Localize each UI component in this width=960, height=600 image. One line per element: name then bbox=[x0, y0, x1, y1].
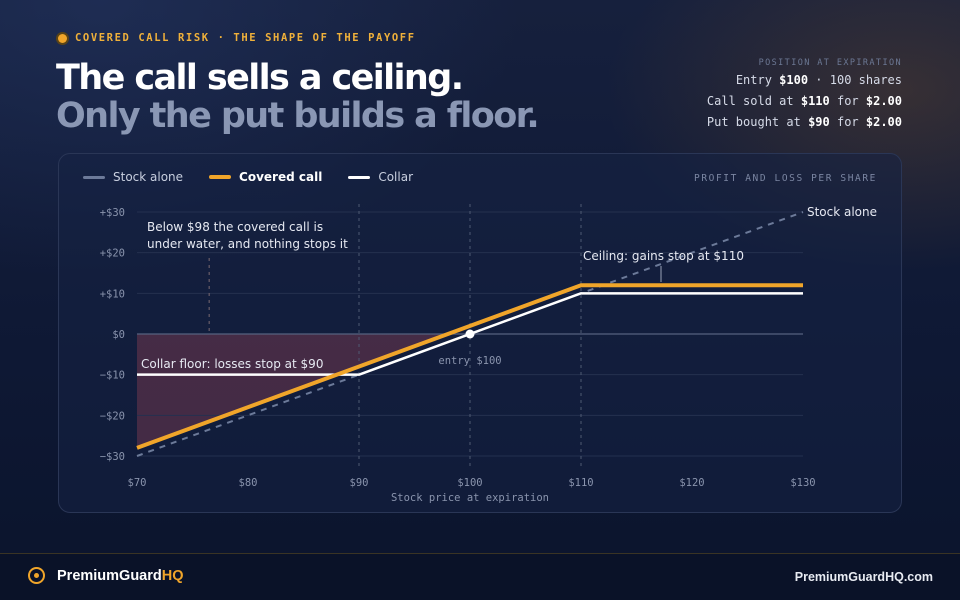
site-link[interactable]: PremiumGuardHQ.com bbox=[794, 570, 933, 584]
annotation-floor: Collar floor: losses stop at $90 bbox=[141, 357, 323, 371]
entry-marker bbox=[465, 329, 475, 339]
y-tick-label: −$30 bbox=[100, 451, 125, 463]
x-tick-label: $120 bbox=[679, 477, 704, 489]
y-tick-label: +$20 bbox=[100, 248, 125, 260]
call-prefix: Call sold at bbox=[706, 94, 801, 108]
x-tick-label: $100 bbox=[457, 477, 482, 489]
series-line-stock-alone bbox=[136, 211, 804, 457]
call-premium: $2.00 bbox=[865, 94, 902, 108]
kicker-text: COVERED CALL RISK · THE SHAPE OF THE PAY… bbox=[75, 32, 416, 44]
kicker-dot-icon bbox=[58, 33, 67, 43]
call-strike: $110 bbox=[800, 94, 830, 108]
position-put: Put bought at $90 for $2.00 bbox=[707, 115, 902, 129]
brand[interactable]: PremiumGuardHQ bbox=[28, 567, 184, 584]
annotation-stock-alone: Stock alone bbox=[807, 205, 877, 219]
legend-label-covered-call: Covered call bbox=[239, 170, 323, 184]
y-tick-label: $0 bbox=[112, 329, 125, 341]
chart-legend: Stock alone Covered call Collar bbox=[83, 170, 413, 184]
legend-label-stock: Stock alone bbox=[113, 170, 184, 184]
x-tick-label: $80 bbox=[239, 477, 258, 489]
x-tick-label: $110 bbox=[568, 477, 593, 489]
y-tick-label: +$10 bbox=[100, 288, 125, 300]
brand-name-main: PremiumGuard bbox=[57, 567, 162, 584]
call-mid: for bbox=[829, 94, 866, 108]
put-prefix: Put bought at bbox=[706, 115, 809, 129]
put-strike: $90 bbox=[808, 115, 830, 129]
legend-swatch-stock bbox=[83, 175, 105, 179]
x-axis-label: Stock price at expiration bbox=[391, 492, 549, 504]
legend-item-covered-call: Covered call bbox=[209, 170, 322, 184]
position-entry: Entry $100 · 100 shares bbox=[736, 73, 902, 87]
brand-logo-icon bbox=[28, 567, 45, 584]
put-mid: for bbox=[829, 115, 866, 129]
annotation-underwater-line1: Below $98 the covered call is bbox=[147, 220, 323, 234]
y-tick-label: −$20 bbox=[100, 410, 125, 422]
legend-item-collar: Collar bbox=[348, 170, 413, 184]
kicker: COVERED CALL RISK · THE SHAPE OF THE PAY… bbox=[58, 32, 416, 44]
x-tick-label: $130 bbox=[790, 477, 815, 489]
entry-suffix: · 100 shares bbox=[808, 73, 902, 87]
position-call: Call sold at $110 for $2.00 bbox=[707, 94, 902, 108]
legend-item-stock: Stock alone bbox=[83, 170, 183, 184]
entry-prefix: Entry bbox=[735, 73, 780, 87]
put-premium: $2.00 bbox=[865, 115, 902, 129]
page-title: The call sells a ceiling. bbox=[56, 58, 464, 98]
x-tick-label: $90 bbox=[350, 477, 369, 489]
entry-price: $100 bbox=[779, 73, 809, 87]
y-tick-label: −$10 bbox=[100, 370, 125, 382]
footer: PremiumGuardHQ PremiumGuardHQ.com bbox=[0, 553, 960, 600]
panel-caption: PROFIT AND LOSS PER SHARE bbox=[694, 173, 877, 184]
legend-swatch-covered-call bbox=[209, 175, 232, 179]
legend-swatch-collar bbox=[348, 175, 371, 179]
brand-name: PremiumGuardHQ bbox=[57, 568, 184, 584]
series-line-covered-call bbox=[136, 283, 803, 450]
x-tick-label: $70 bbox=[128, 477, 147, 489]
annotation-ceiling: Ceiling: gains stop at $110 bbox=[583, 249, 744, 263]
position-label: POSITION AT EXPIRATION bbox=[758, 58, 902, 68]
page-subtitle: Only the put builds a floor. bbox=[56, 96, 540, 136]
y-tick-label: +$30 bbox=[100, 207, 125, 219]
brand-name-accent: HQ bbox=[161, 567, 184, 584]
payoff-chart: +$30 +$20 +$10 $0 −$10 −$20 −$30 $70 $80 $90 $100 $… bbox=[100, 204, 877, 504]
entry-marker-label: entry $100 bbox=[438, 355, 501, 367]
annotation-underwater-line2: under water, and nothing stops it bbox=[147, 237, 348, 251]
chart-panel: Stock alone Covered call Collar PROFIT A… bbox=[58, 153, 902, 513]
legend-label-collar: Collar bbox=[378, 170, 414, 184]
